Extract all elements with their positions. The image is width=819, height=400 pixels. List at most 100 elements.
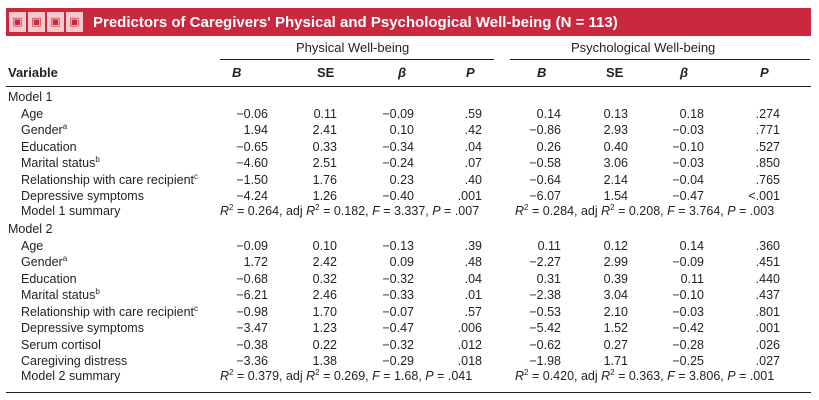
cell-pse: 1.23 (312, 321, 337, 335)
col-psych-b: B (537, 65, 547, 80)
variable-text: Serum cortisol (21, 337, 101, 352)
cell-pse: 0.33 (312, 139, 337, 154)
cell-pbeta: −0.32 (382, 337, 414, 352)
cell-pp: .04 (464, 271, 482, 286)
variable-label: Marital statusb (21, 287, 100, 304)
cell-pse: 0.10 (312, 238, 337, 253)
cell-pp: .012 (457, 337, 482, 352)
adj-r2-value: 0.208 (628, 203, 661, 218)
table-row: Caregiving distress −3.36 1.38 −0.29 .018 −1.… (0, 353, 819, 370)
logo-block-icon: ▣ (47, 12, 64, 32)
cell-pbeta: 0.23 (389, 172, 414, 187)
col-physical-b: B (232, 65, 242, 80)
cell-pp: .04 (464, 139, 482, 154)
cell-sse: 2.14 (603, 172, 628, 187)
cell-sse: 2.99 (603, 255, 628, 269)
variable-label: Depressive symptoms (21, 320, 144, 337)
f-value: 3.337 (393, 203, 426, 218)
cell-pp: .48 (464, 255, 482, 269)
cell-pbeta: −0.47 (382, 321, 414, 335)
cell-pse: 1.26 (312, 189, 337, 203)
cell-sb: −1.98 (529, 354, 561, 368)
table-row: Relationship with care recipientc −0.98 1.… (0, 304, 819, 321)
cell-pbeta: −0.13 (382, 238, 414, 253)
cell-pse: 1.38 (312, 354, 337, 368)
cell-sse: 3.06 (603, 156, 628, 170)
variable-label: Education (21, 271, 77, 288)
physical-summary: R2 = 0.379, adj R2 = 0.269, F = 1.68, P … (220, 367, 473, 383)
variable-text: Depressive symptoms (21, 189, 144, 203)
cell-sse: 0.39 (603, 271, 628, 286)
table-row: Marital statusb −6.21 2.46 −0.33 .01 −2.38 3.0… (0, 287, 819, 304)
table-row: Relationship with care recipientc −1.50 1.… (0, 172, 819, 189)
cell-sse: 0.27 (603, 337, 628, 352)
table-title: Predictors of Caregivers' Physical and P… (93, 13, 618, 31)
p-value: .007 (454, 203, 480, 218)
cell-sbeta: −0.47 (672, 189, 704, 203)
cell-pbeta: −0.32 (382, 271, 414, 286)
variable-label: Gendera (21, 122, 67, 139)
col-physical-p: P (466, 65, 475, 80)
cell-sb: −0.62 (529, 337, 561, 352)
cell-sb: −6.07 (529, 189, 561, 203)
cell-pse: 2.42 (312, 255, 337, 269)
model-summary-row: Model 2 summary R2 = 0.379, adj R2 = 0.26… (0, 368, 819, 385)
cell-sp: .360 (755, 238, 780, 253)
cell-pb: −0.06 (236, 106, 268, 121)
cell-sb: −2.38 (529, 288, 561, 302)
table-row: Age −0.09 0.10 −0.13 .39 0.11 0.12 0.14 .360 (0, 238, 819, 255)
cell-pbeta: −0.34 (382, 139, 414, 154)
cell-sbeta: −0.25 (672, 354, 704, 368)
cell-sp: .771 (755, 123, 780, 137)
cell-pbeta: 0.09 (389, 255, 414, 269)
cell-sp: .440 (755, 271, 780, 286)
cell-sse: 0.12 (603, 238, 628, 253)
cell-sbeta: −0.10 (672, 288, 704, 302)
cell-sbeta: −0.28 (672, 337, 704, 352)
bottom-rule (6, 392, 811, 393)
cell-sb: −0.64 (529, 172, 561, 187)
group-psychological: Psychological Well-being (571, 40, 716, 55)
variable-label: Depressive symptoms (21, 188, 144, 205)
cell-pb: −0.98 (236, 304, 268, 319)
model-name: Model 2 (8, 222, 53, 236)
header-rule (6, 86, 811, 87)
cell-pb: −3.36 (236, 354, 268, 368)
cell-sbeta: 0.18 (679, 106, 704, 121)
cell-sp: .527 (755, 139, 780, 154)
cell-sse: 1.71 (603, 354, 628, 368)
table-row: Serum cortisol −0.38 0.22 −0.32 .012 −0.62 0.2… (0, 337, 819, 354)
f-value: 1.68 (393, 368, 419, 383)
group-underline-psychological (510, 59, 810, 60)
variable-label: Education (21, 139, 77, 156)
cell-sp: .850 (755, 156, 780, 170)
cell-pse: 2.51 (312, 156, 337, 170)
f-value: 3.764 (688, 203, 721, 218)
cell-sp: .801 (755, 304, 780, 319)
cell-sp: .026 (755, 337, 780, 352)
cell-sb: 0.26 (536, 139, 561, 154)
table-row: Education −0.65 0.33 −0.34 .04 0.26 0.40 −0.10.… (0, 139, 819, 156)
col-physical-se: SE (317, 65, 335, 80)
cell-sse: 2.10 (603, 304, 628, 319)
p-value: .041 (447, 368, 473, 383)
footnote-marker: a (62, 121, 68, 131)
cell-pp: .07 (464, 156, 482, 170)
col-physical-beta: β (398, 65, 407, 80)
psychological-summary: R2 = 0.420, adj R2 = 0.363, F = 3.806, P… (515, 367, 775, 383)
cell-pp: .01 (464, 288, 482, 302)
cell-pp: .001 (457, 189, 482, 203)
cell-pb: −3.47 (236, 321, 268, 335)
model-summary-row: Model 1 summary R2 = 0.264, adj R2 = 0.18… (0, 203, 819, 220)
cell-sb: 0.14 (536, 106, 561, 121)
cell-sse: 2.93 (603, 123, 628, 137)
cell-sse: 3.04 (603, 288, 628, 302)
cell-pse: 1.76 (312, 172, 337, 187)
cell-sbeta: −0.42 (672, 321, 704, 335)
cell-pse: 0.22 (312, 337, 337, 352)
column-header-row: Variable B SE β P B SE β P (0, 63, 819, 83)
journal-logo: ▣ ▣ ▣ ▣ (9, 9, 89, 35)
summary-label: Model 1 summary (21, 203, 121, 218)
cell-sbeta: −0.09 (672, 255, 704, 269)
cell-pse: 2.46 (312, 288, 337, 302)
